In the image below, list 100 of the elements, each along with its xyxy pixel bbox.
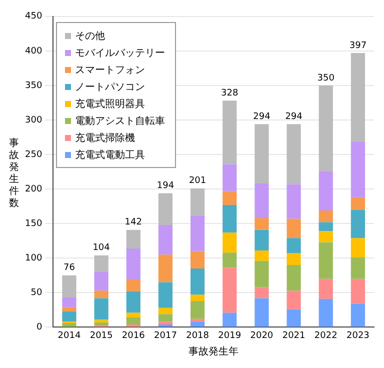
bar bbox=[62, 275, 76, 298]
bar bbox=[222, 204, 237, 233]
bar bbox=[62, 298, 76, 308]
y-tick-label: 350 bbox=[24, 80, 42, 91]
bar bbox=[158, 308, 173, 314]
bar bbox=[286, 265, 301, 291]
bar bbox=[222, 268, 237, 313]
total-label: 294 bbox=[285, 112, 303, 122]
y-tick-label: 0 bbox=[36, 322, 42, 333]
x-tick-label: 2016 bbox=[122, 330, 146, 341]
bar bbox=[350, 238, 366, 258]
bar bbox=[286, 253, 301, 266]
y-tick-label: 100 bbox=[24, 253, 42, 264]
bar bbox=[318, 298, 333, 327]
bar bbox=[350, 197, 366, 210]
bar bbox=[126, 291, 140, 313]
total-label: 142 bbox=[124, 218, 142, 228]
bar bbox=[94, 255, 108, 272]
bar bbox=[350, 278, 366, 304]
total-label: 76 bbox=[63, 263, 76, 274]
bar bbox=[222, 232, 237, 253]
bar bbox=[126, 248, 140, 280]
bar bbox=[254, 287, 269, 298]
bar bbox=[254, 260, 269, 288]
x-tick-label: 2020 bbox=[250, 330, 274, 341]
legend-label: その他 bbox=[75, 30, 105, 42]
total-label: 201 bbox=[188, 176, 206, 186]
x-tick-label: 2015 bbox=[90, 330, 113, 341]
bar bbox=[350, 210, 366, 238]
bar bbox=[254, 124, 269, 184]
bar bbox=[190, 294, 205, 301]
legend-label: スマートフォン bbox=[75, 64, 145, 76]
bar bbox=[318, 171, 333, 210]
total-label: 397 bbox=[349, 40, 367, 51]
bar bbox=[94, 322, 108, 326]
bar bbox=[318, 278, 333, 299]
total-label: 328 bbox=[221, 88, 238, 99]
bar bbox=[222, 191, 237, 205]
bar bbox=[286, 218, 301, 238]
bar bbox=[158, 282, 173, 308]
bar bbox=[94, 290, 108, 298]
y-tick-label: 450 bbox=[24, 12, 42, 22]
bar bbox=[158, 254, 173, 282]
y-tick-label: 200 bbox=[24, 184, 42, 194]
x-axis-title: 事故発生年 bbox=[188, 346, 239, 358]
bar bbox=[158, 314, 173, 322]
bar bbox=[254, 218, 269, 230]
bar bbox=[62, 307, 76, 312]
total-label: 104 bbox=[92, 243, 110, 254]
bar bbox=[222, 164, 237, 192]
total-label: 194 bbox=[156, 181, 174, 192]
bar bbox=[94, 271, 108, 291]
bar bbox=[318, 222, 333, 232]
bar bbox=[350, 141, 366, 198]
bar bbox=[158, 322, 173, 324]
bar bbox=[350, 304, 366, 327]
bar bbox=[190, 322, 205, 327]
y-tick-label: 250 bbox=[24, 150, 42, 160]
bar bbox=[222, 100, 237, 164]
x-tick-label: 2023 bbox=[346, 330, 370, 341]
bar bbox=[286, 290, 301, 310]
total-label: 350 bbox=[317, 73, 335, 84]
bar bbox=[126, 230, 140, 248]
bar bbox=[350, 257, 366, 279]
y-tick-label: 150 bbox=[24, 218, 42, 229]
bar bbox=[254, 230, 269, 251]
bar bbox=[286, 124, 301, 184]
bar bbox=[350, 53, 366, 142]
legend-label: モバイルバッテリー bbox=[75, 46, 165, 60]
bar bbox=[286, 238, 301, 254]
legend-label: 電動アシスト自転車 bbox=[75, 114, 165, 128]
bar bbox=[62, 323, 76, 327]
x-tick-label: 2018 bbox=[186, 330, 210, 341]
legend-label: 充電式電動工具 bbox=[75, 148, 145, 162]
bar bbox=[254, 250, 269, 261]
x-tick-label: 2014 bbox=[58, 330, 81, 341]
y-tick-label: 50 bbox=[30, 288, 42, 298]
bar bbox=[286, 309, 301, 327]
bar bbox=[126, 318, 140, 324]
total-label: 294 bbox=[253, 112, 271, 122]
y-axis-title: 事故発生件数 bbox=[8, 138, 20, 210]
bar bbox=[190, 318, 205, 322]
bar bbox=[318, 242, 333, 279]
bar bbox=[318, 210, 333, 222]
bar bbox=[190, 215, 205, 252]
legend-label: 充電式掃除機 bbox=[75, 132, 135, 144]
bar bbox=[190, 251, 205, 268]
bar bbox=[94, 320, 108, 322]
y-tick-label: 400 bbox=[24, 46, 42, 56]
x-tick-label: 2017 bbox=[154, 330, 177, 341]
bar bbox=[318, 85, 333, 172]
bar bbox=[254, 184, 269, 218]
bar bbox=[190, 268, 205, 295]
bar bbox=[126, 280, 140, 292]
legend-label: ノートパソコン bbox=[75, 80, 145, 94]
bar bbox=[158, 193, 173, 225]
bar bbox=[222, 312, 237, 327]
legend-label: 充電式照明器具 bbox=[75, 98, 145, 110]
y-tick-label: 300 bbox=[24, 115, 42, 126]
x-tick-label: 2022 bbox=[314, 330, 338, 341]
